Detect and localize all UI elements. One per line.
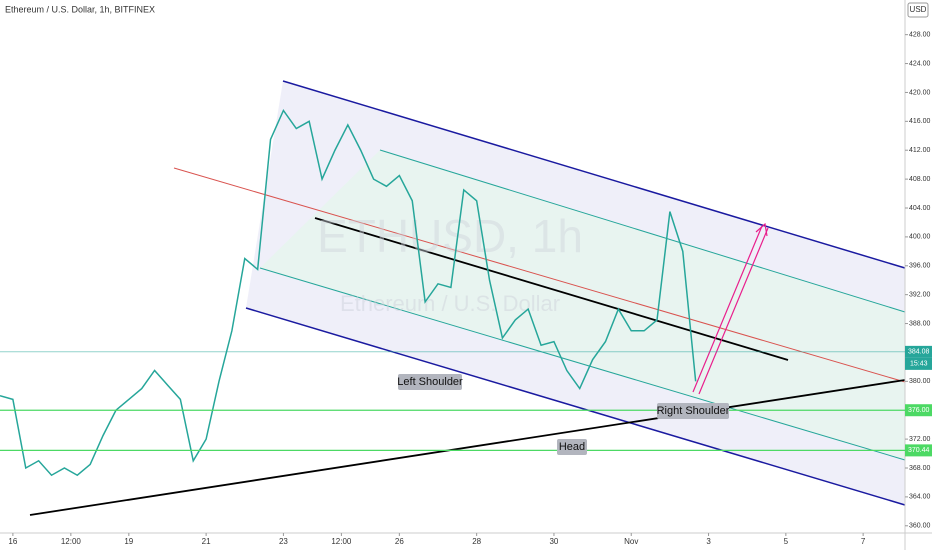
x-tick-label: 16: [8, 537, 17, 546]
y-tick-label: 412.00: [909, 147, 931, 154]
drawings: [29, 80, 906, 516]
channel-inner-fill: [260, 150, 905, 460]
x-tick-label: Nov: [624, 537, 638, 546]
channel-mid: [173, 167, 906, 383]
watermark: ETHUSD, 1h: [317, 210, 583, 262]
trendline: [29, 379, 906, 516]
countdown-tag: [905, 357, 932, 370]
y-tick-label: 416.00: [909, 118, 931, 125]
y-tick-label: 428.00: [909, 32, 931, 39]
y-tick-label: 380.00: [909, 378, 931, 385]
chart-title: Ethereum / U.S. Dollar, 1h, BITFINEX: [5, 4, 155, 14]
x-tick-label: 12:00: [331, 537, 352, 546]
y-tick-label: 396.00: [909, 263, 931, 270]
x-tick-label: 21: [202, 537, 211, 546]
annotation: Left Shoulder: [397, 376, 463, 388]
x-tick-label: 23: [279, 537, 288, 546]
x-tick-label: 3: [706, 537, 711, 546]
arrow: [692, 225, 763, 393]
x-tick-label: 12:00: [61, 537, 82, 546]
annotation: Right Shoulder: [657, 405, 730, 417]
price-tag-label: 384.08: [908, 349, 930, 356]
watermark-sub: Ethereum / U.S. Dollar: [340, 291, 560, 316]
price-tag: [905, 404, 932, 417]
y-tick-label: 372.00: [909, 436, 931, 443]
countdown: 15:43: [910, 361, 928, 368]
y-tick-label: 392.00: [909, 292, 931, 299]
y-tick-label: 388.00: [909, 320, 931, 327]
channel-bottom: [245, 307, 906, 506]
price-tag: [905, 444, 932, 457]
y-tick-label: 420.00: [909, 89, 931, 96]
neckline: [314, 217, 789, 361]
channel-inner-top: [379, 149, 906, 313]
price-tag-label: 370.44: [908, 447, 930, 454]
price-tag-label: 376.00: [908, 407, 930, 414]
y-tick-label: 360.00: [909, 523, 931, 530]
x-tick-label: 5: [784, 537, 789, 546]
x-tick-label: 26: [395, 537, 404, 546]
x-tick-label: 30: [549, 537, 558, 546]
annotation: Head: [559, 441, 585, 453]
currency-box: [907, 2, 929, 18]
x-tick-label: 19: [124, 537, 133, 546]
arrow: [698, 227, 769, 395]
y-tick-label: 424.00: [909, 60, 931, 67]
y-tick-label: 408.00: [909, 176, 931, 183]
y-tick-label: 364.00: [909, 494, 931, 501]
x-tick-label: 7: [861, 537, 866, 546]
arrow-head: [755, 222, 768, 237]
annotation-box: [557, 439, 587, 455]
y-tick-label: 400.00: [909, 234, 931, 241]
channel-top: [282, 80, 906, 269]
price-tag: [905, 345, 932, 358]
channel-inner-bottom: [259, 267, 906, 461]
annotation-box: [657, 403, 729, 419]
y-tick-label: 368.00: [909, 465, 931, 472]
x-tick-label: 28: [472, 537, 481, 546]
currency: USD: [910, 5, 927, 14]
y-tick-label: 404.00: [909, 205, 931, 212]
annotation-box: [398, 374, 462, 390]
